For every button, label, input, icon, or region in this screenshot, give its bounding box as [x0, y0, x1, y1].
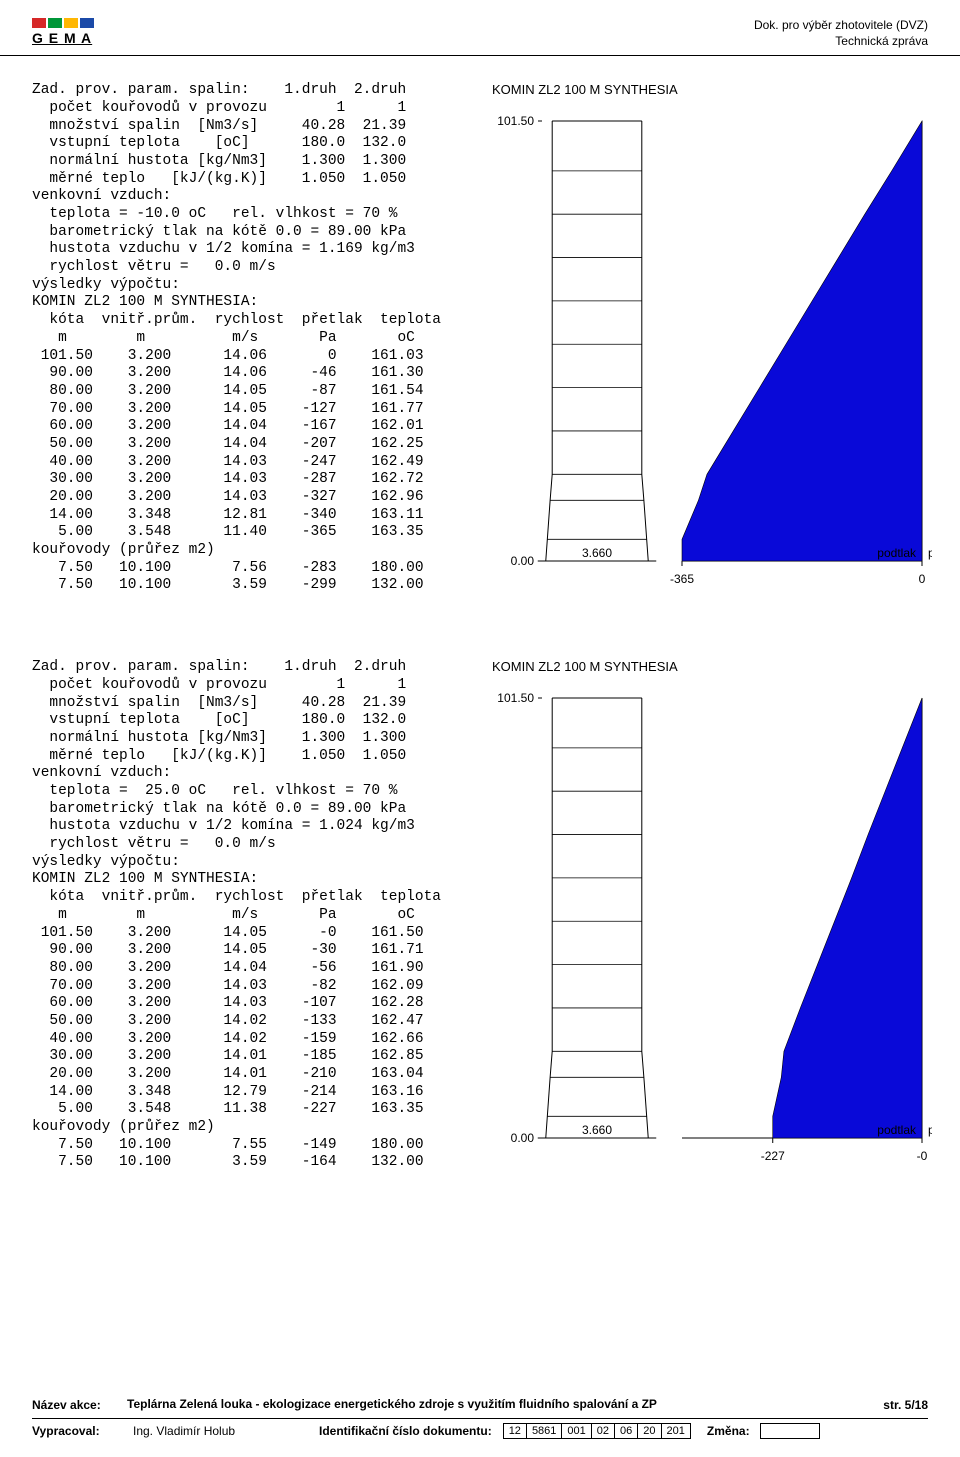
- chart1-svg: 3.660 101.50 0.00 podtlak přetlak -365 0: [492, 101, 932, 621]
- svg-text:3.660: 3.660: [582, 546, 612, 560]
- calc2-pre: Zad. prov. param. spalin: 1.druh 2.druh …: [32, 659, 462, 1172]
- doc-cell: 201: [661, 1423, 691, 1439]
- doc-id-cells: 125861001020620201: [504, 1423, 691, 1439]
- svg-text:0.00: 0.00: [511, 554, 535, 568]
- doc-cell: 5861: [526, 1423, 562, 1439]
- svg-text:101.50: 101.50: [497, 691, 534, 705]
- svg-text:101.50: 101.50: [497, 114, 534, 128]
- svg-text:přetlak: přetlak: [928, 546, 932, 560]
- calculation-block-1: Zad. prov. param. spalin: 1.druh 2.druh …: [32, 82, 928, 621]
- doc-cell: 06: [614, 1423, 638, 1439]
- change-box: [760, 1423, 820, 1439]
- logo: G E M A: [32, 18, 94, 46]
- calc2-text: Zad. prov. param. spalin: 1.druh 2.druh …: [32, 659, 462, 1198]
- doc-cell: 001: [561, 1423, 591, 1439]
- calc1-text: Zad. prov. param. spalin: 1.druh 2.druh …: [32, 82, 462, 621]
- doc-type-line1: Dok. pro výběr zhotovitele (DVZ): [754, 18, 928, 34]
- svg-text:přetlak: přetlak: [928, 1123, 932, 1137]
- calc1-pre: Zad. prov. param. spalin: 1.druh 2.druh …: [32, 82, 462, 595]
- svg-text:3.660: 3.660: [582, 1123, 612, 1137]
- author-name: Ing. Vladimír Holub: [133, 1424, 313, 1438]
- label-author: Vypracoval:: [32, 1424, 127, 1438]
- label-change: Změna:: [707, 1424, 750, 1438]
- page-header: G E M A Dok. pro výběr zhotovitele (DVZ)…: [0, 0, 960, 56]
- footer-row-doc: Vypracoval: Ing. Vladimír Holub Identifi…: [32, 1418, 928, 1439]
- logo-flags: [32, 18, 94, 28]
- doc-type-line2: Technická zpráva: [754, 34, 928, 50]
- doc-cell: 20: [637, 1423, 661, 1439]
- calculation-block-2: Zad. prov. param. spalin: 1.druh 2.druh …: [32, 659, 928, 1198]
- label-docid: Identifikační číslo dokumentu:: [319, 1424, 492, 1438]
- header-doc-info: Dok. pro výběr zhotovitele (DVZ) Technic…: [754, 18, 928, 49]
- chart2-svg: 3.660 101.50 0.00 podtlak přetlak -227 -0: [492, 678, 932, 1198]
- calc1-chart: KOMIN ZL2 100 M SYNTHESIA 3.660 101.50 0.0…: [472, 82, 932, 621]
- svg-text:-227: -227: [761, 1149, 785, 1163]
- svg-text:podtlak: podtlak: [877, 1123, 917, 1137]
- svg-text:-365: -365: [670, 572, 694, 586]
- page-footer: Název akce: Teplárna Zelená louka - ekol…: [32, 1397, 928, 1439]
- content: Zad. prov. param. spalin: 1.druh 2.druh …: [0, 56, 960, 1246]
- chart2-title: KOMIN ZL2 100 M SYNTHESIA: [492, 659, 932, 674]
- svg-text:podtlak: podtlak: [877, 546, 917, 560]
- footer-row-project: Název akce: Teplárna Zelená louka - ekol…: [32, 1397, 928, 1418]
- logo-text: G E M A: [32, 30, 94, 46]
- label-project: Název akce:: [32, 1398, 127, 1412]
- svg-text:-0: -0: [917, 1149, 928, 1163]
- svg-text:0.00: 0.00: [511, 1131, 535, 1145]
- svg-text:0: 0: [919, 572, 926, 586]
- chart1-title: KOMIN ZL2 100 M SYNTHESIA: [492, 82, 932, 97]
- doc-cell: 12: [503, 1423, 527, 1439]
- project-name: Teplárna Zelená louka - ekologizace ener…: [127, 1397, 883, 1412]
- doc-cell: 02: [591, 1423, 615, 1439]
- page-number: str. 5/18: [883, 1398, 928, 1412]
- calc2-chart: KOMIN ZL2 100 M SYNTHESIA 3.660 101.50 0.0…: [472, 659, 932, 1198]
